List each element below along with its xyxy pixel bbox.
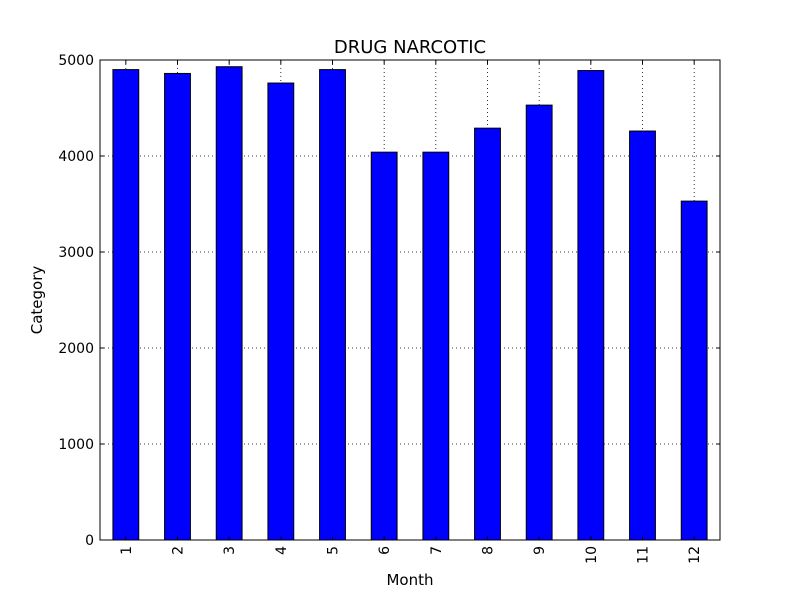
y-tick-label: 4000 bbox=[58, 149, 94, 165]
bars-layer bbox=[112, 66, 708, 541]
x-tick-label: 6 bbox=[377, 546, 393, 555]
y-tick-label: 0 bbox=[85, 533, 94, 549]
x-tick-label: 11 bbox=[636, 546, 652, 564]
bar-month-2 bbox=[164, 72, 191, 541]
x-tick-label: 5 bbox=[326, 546, 342, 555]
bar-month-5 bbox=[319, 69, 346, 541]
bar-month-3 bbox=[215, 66, 243, 541]
y-tick-label: 5000 bbox=[58, 53, 94, 69]
bar-month-11 bbox=[629, 130, 656, 541]
bar-month-12 bbox=[680, 200, 708, 541]
bar-month-1 bbox=[112, 69, 140, 541]
plot-frame bbox=[99, 59, 721, 541]
x-tick-label: 12 bbox=[687, 546, 703, 564]
x-tick-label: 1 bbox=[119, 546, 135, 555]
y-tick-label: 2000 bbox=[58, 341, 94, 357]
bar-month-7 bbox=[422, 151, 450, 541]
y-tick-label: 3000 bbox=[58, 245, 94, 261]
bar-month-4 bbox=[267, 82, 295, 541]
x-tick-label: 3 bbox=[222, 546, 238, 555]
x-tick-label: 10 bbox=[584, 546, 600, 564]
x-tick-label: 2 bbox=[171, 546, 187, 555]
bar-month-8 bbox=[474, 127, 501, 541]
x-tick-label: 8 bbox=[481, 546, 497, 555]
y-axis-label: Category bbox=[28, 266, 46, 335]
x-tick-label: 7 bbox=[429, 546, 445, 555]
x-tick-label: 4 bbox=[274, 546, 290, 555]
bar-month-6 bbox=[370, 151, 398, 541]
x-tick-label: 9 bbox=[532, 546, 548, 555]
bar-month-10 bbox=[577, 70, 605, 541]
x-axis-label: Month bbox=[386, 571, 433, 589]
chart-title: DRUG NARCOTIC bbox=[334, 37, 486, 58]
bar-month-9 bbox=[525, 104, 553, 541]
y-tick-label: 1000 bbox=[58, 437, 94, 453]
